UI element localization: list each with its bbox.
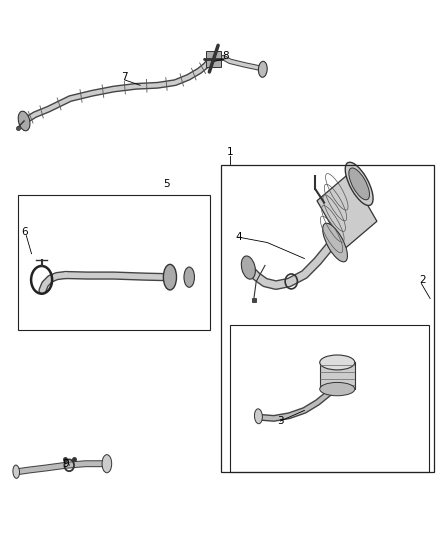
Bar [317, 173, 377, 249]
Bar [206, 51, 221, 67]
Text: 1: 1 [226, 147, 233, 157]
Text: 5: 5 [163, 179, 170, 189]
Ellipse shape [241, 256, 255, 279]
Ellipse shape [18, 111, 30, 131]
Text: 7: 7 [121, 72, 128, 82]
Text: 4: 4 [235, 232, 242, 242]
Text: 6: 6 [21, 227, 28, 237]
Bar [18, 195, 210, 330]
Ellipse shape [13, 465, 20, 478]
Ellipse shape [184, 267, 194, 287]
Bar [230, 325, 429, 472]
Ellipse shape [345, 162, 373, 206]
Bar [221, 165, 434, 472]
Ellipse shape [254, 409, 262, 424]
Ellipse shape [323, 223, 347, 262]
Ellipse shape [102, 455, 112, 473]
Text: 8: 8 [222, 51, 229, 61]
Text: 3: 3 [277, 416, 284, 426]
Ellipse shape [163, 264, 177, 290]
Ellipse shape [320, 355, 355, 370]
Ellipse shape [320, 383, 355, 395]
Ellipse shape [349, 168, 370, 200]
Ellipse shape [258, 61, 267, 77]
Text: 2: 2 [419, 275, 426, 285]
Bar [320, 362, 355, 389]
Text: 9: 9 [62, 459, 69, 469]
